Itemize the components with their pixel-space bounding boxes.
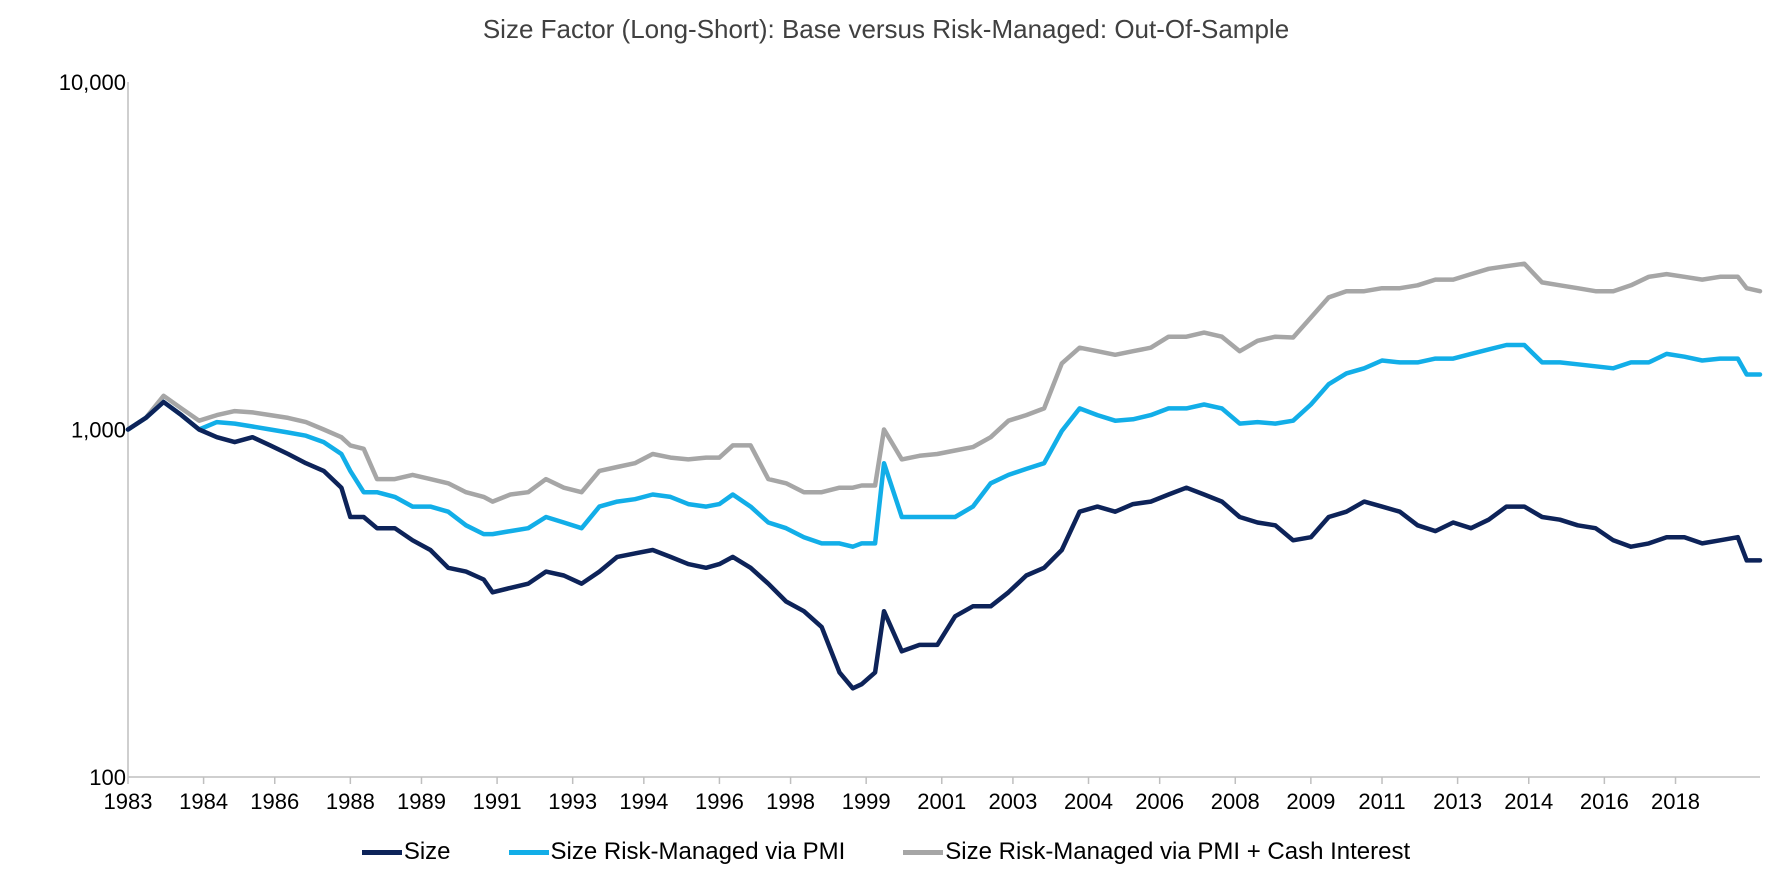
legend-item: Size Risk-Managed via PMI (508, 838, 846, 866)
series-line-size (125, 399, 1763, 691)
chart-axes: 100 1,000 10,000 1983 1984 1986 1988 1989 1991 19… (59, 70, 1760, 814)
y-tick-label: 10,000 (59, 70, 126, 95)
x-tick-label: 2013 (1433, 789, 1482, 814)
y-tick-label: 1,000 (71, 418, 126, 443)
x-tick-label: 2016 (1580, 789, 1629, 814)
x-tick-label: 1999 (842, 789, 891, 814)
chart-title: Size Factor (Long-Short): Base versus Ri… (482, 14, 1290, 44)
x-tick-label: 2001 (917, 789, 966, 814)
legend-label: Size Risk-Managed via PMI + Cash Interes… (945, 838, 1411, 865)
x-tick-label: 1988 (326, 789, 375, 814)
chart-legend: Size Size Risk-Managed via PMI Size Risk-M… (0, 838, 1772, 866)
x-tick-label: 1989 (397, 789, 446, 814)
x-tick-label: 1983 (104, 789, 153, 814)
x-tick-label: 1993 (548, 789, 597, 814)
x-tick-label: 2008 (1211, 789, 1260, 814)
x-tick-label: 1994 (619, 789, 668, 814)
x-tick-label: 2006 (1135, 789, 1184, 814)
x-tick-label: 1991 (473, 789, 522, 814)
x-tick-label: 1998 (766, 789, 815, 814)
x-tick-label: 1986 (250, 789, 299, 814)
x-tick-label: 2014 (1504, 789, 1553, 814)
x-tick-label: 1984 (179, 789, 228, 814)
legend-swatch (903, 849, 944, 855)
series-line-size-risk-managed-via-pmi (125, 342, 1763, 549)
chart-series-lines (125, 261, 1763, 691)
legend-label: Size Risk-Managed via PMI (550, 838, 846, 865)
x-tick-label: 2011 (1358, 789, 1405, 814)
legend-swatch (361, 849, 402, 855)
x-tick-label: 1996 (695, 789, 744, 814)
x-tick-label: 2004 (1064, 789, 1113, 814)
x-tick-label: 2003 (988, 789, 1037, 814)
legend-swatch (508, 849, 549, 855)
legend-label: Size (403, 838, 451, 865)
legend-item: Size Risk-Managed via PMI + Cash Interes… (903, 838, 1410, 866)
y-tick-label: 100 (89, 765, 126, 790)
x-tick-label: 2018 (1651, 789, 1700, 814)
series-line-size-risk-managed-via-pmi-cash-interest (125, 261, 1763, 504)
x-tick-label: 2009 (1286, 789, 1335, 814)
legend-item: Size (361, 838, 451, 866)
